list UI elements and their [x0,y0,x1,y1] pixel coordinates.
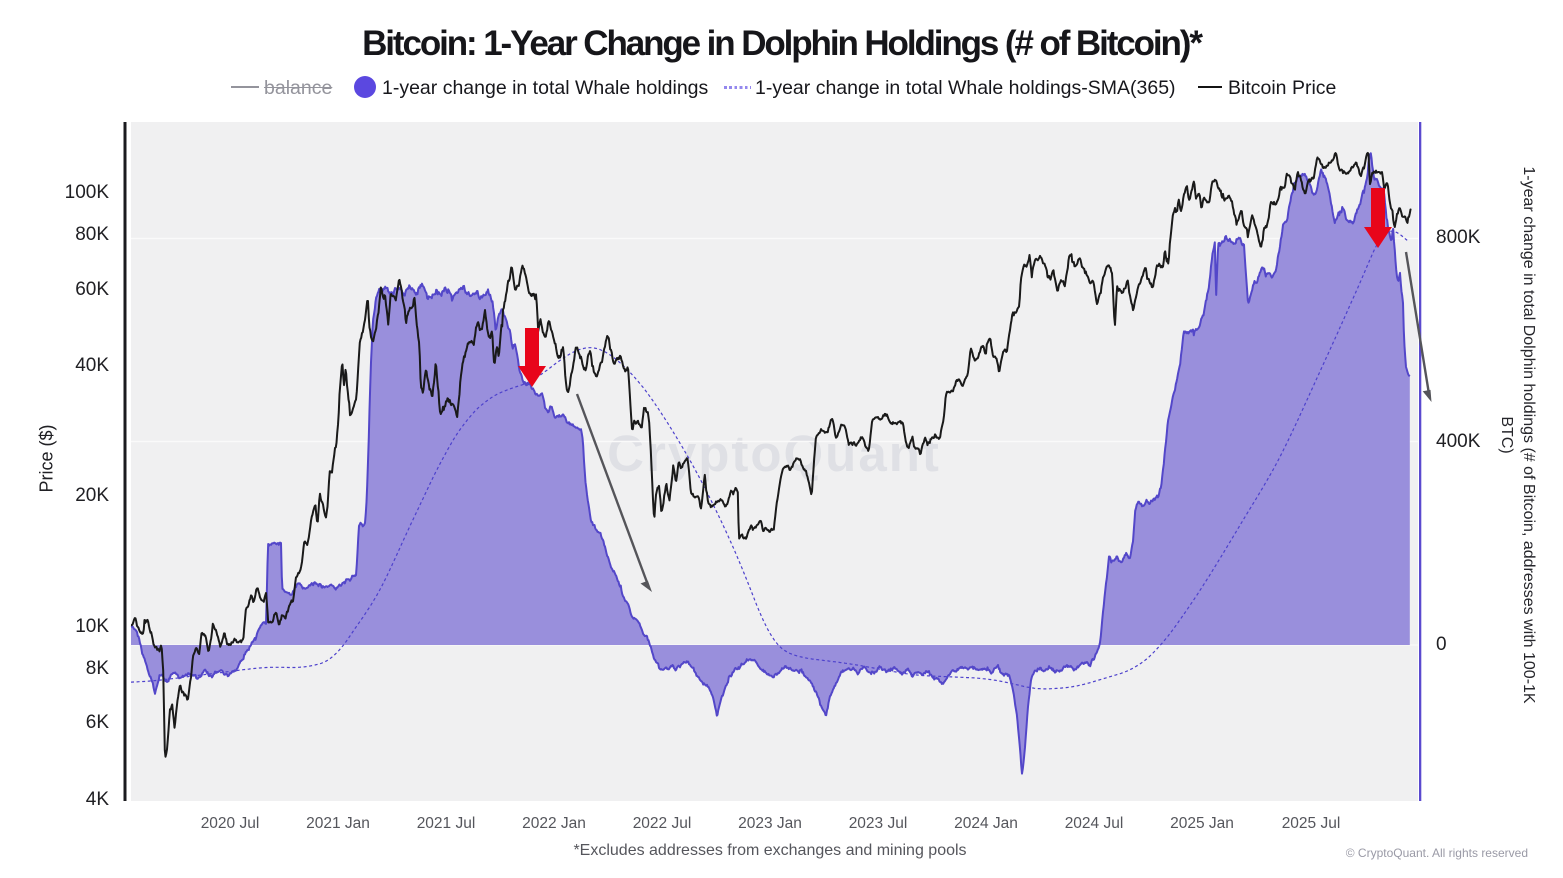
svg-text:CryptoQuant: CryptoQuant [607,425,941,482]
